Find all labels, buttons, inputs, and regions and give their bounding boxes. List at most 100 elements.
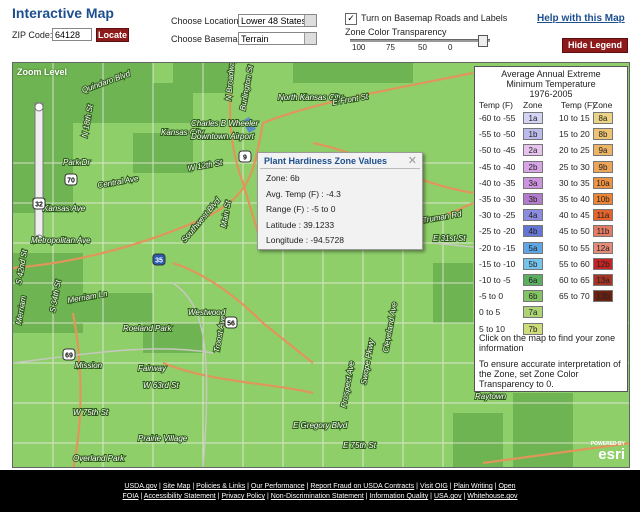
- shield-badge: [238, 150, 252, 163]
- popup-line: Avg. Temp (F) : -4.3: [266, 188, 341, 199]
- legend-temp: 25 to 30: [559, 161, 590, 172]
- footer-link[interactable]: Our Performance: [250, 483, 305, 490]
- roads-checkbox-label: Turn on Basemap Roads and Labels: [361, 13, 508, 23]
- shield-number: 69: [65, 353, 73, 360]
- transparency-tick: 50: [418, 43, 427, 52]
- footer-link[interactable]: Whitehouse.gov: [467, 493, 518, 500]
- route-shield: 69: [62, 348, 76, 361]
- legend-temp: -10 to -5: [479, 275, 511, 285]
- transparency-track: [350, 39, 490, 42]
- zone-swatch: 8b: [593, 128, 613, 141]
- separator: |: [428, 493, 434, 500]
- shield-badge: [152, 253, 166, 266]
- zone-swatch: 11a: [593, 209, 613, 222]
- map-label: Downtown Airport: [191, 132, 255, 141]
- location-select[interactable]: Lower 48 States: [238, 14, 317, 27]
- footer-link[interactable]: Information Quality: [369, 493, 429, 500]
- footer-link-row: USDA.gov | Site Map | Policies & Links |…: [0, 483, 640, 490]
- legend-temp: -35 to -30: [479, 194, 516, 204]
- footer-link-row: FOIA | Accessibility Statement | Privacy…: [0, 493, 640, 500]
- footer: USDA.gov | Site Map | Policies & Links |…: [0, 470, 640, 512]
- zone-popup: Plant Hardiness Zone Values ✕ Zone: 6b Av…: [257, 152, 423, 250]
- footer-link[interactable]: USA.gov: [433, 493, 462, 500]
- basemap-label: Choose Basemap:: [171, 34, 246, 44]
- location-label: Choose Location:: [171, 16, 242, 26]
- hide-legend-button[interactable]: Hide Legend: [562, 38, 628, 53]
- zone-swatch: 5a: [523, 241, 543, 254]
- footer-link[interactable]: Open: [498, 483, 516, 490]
- map-label: Raytown: [475, 392, 507, 401]
- map-label: Fairway: [138, 364, 167, 373]
- legend-temp: 45 to 50: [559, 226, 590, 237]
- footer-link[interactable]: FOIA: [122, 493, 139, 500]
- popup-title: Plant Hardiness Zone Values: [264, 156, 388, 166]
- footer-link[interactable]: Non-Discrimination Statement: [270, 493, 364, 500]
- zone-swatch: 9a: [593, 144, 613, 157]
- map-label: W 63rd St: [143, 381, 179, 390]
- legend-temp: -5 to 0: [479, 291, 504, 302]
- zone-swatch: 11b: [593, 225, 613, 238]
- footer-link[interactable]: Report Fraud on USDA Contracts: [310, 483, 415, 490]
- shield-badge: [32, 197, 46, 210]
- legend-temp: -30 to -25: [479, 210, 516, 221]
- zone-swatch: 2b: [523, 160, 543, 173]
- separator: |: [363, 493, 370, 500]
- footer-link[interactable]: Visit OIG: [419, 483, 448, 490]
- footer-link[interactable]: Accessibility Statement: [143, 493, 216, 500]
- zone-swatch: 7b: [523, 322, 543, 335]
- roads-checkbox[interactable]: ✓: [345, 13, 357, 25]
- legend-header: Zone: [593, 100, 613, 110]
- zone-swatch: 9b: [593, 160, 613, 173]
- popup-close[interactable]: ✕: [407, 155, 417, 167]
- footer-link[interactable]: Plain Writing: [453, 483, 493, 490]
- locate-button[interactable]: Locate: [96, 28, 129, 42]
- zone-swatch: 12b: [593, 257, 613, 270]
- zone-swatch: 10a: [593, 176, 613, 189]
- footer-link[interactable]: Privacy Policy: [221, 493, 266, 500]
- shield-number: 56: [227, 321, 235, 328]
- zoom-slider[interactable]: [32, 102, 46, 244]
- map-label: E 75th St: [343, 441, 377, 450]
- shield-number: 70: [67, 178, 75, 185]
- legend-temp: -50 to -45: [479, 145, 516, 156]
- transparency-tick: 0: [448, 43, 453, 52]
- esri-logo: POWERED BY esri: [581, 441, 625, 465]
- zone-swatch: 4b: [523, 225, 543, 238]
- footer-link[interactable]: USDA.gov: [124, 483, 158, 490]
- footer-link[interactable]: Policies & Links: [196, 483, 246, 490]
- legend-temp: 5 to 10: [479, 323, 505, 334]
- map-label: Roeland Park: [123, 324, 172, 333]
- zone-swatch: 12a: [593, 241, 613, 254]
- legend-temp: 10 to 15: [559, 113, 590, 123]
- separator: |: [414, 483, 420, 490]
- legend-temp: -55 to -50: [479, 129, 516, 140]
- map-label: Kansas Ave: [43, 204, 86, 213]
- transparency-knob[interactable]: [478, 35, 488, 47]
- legend-note: Click on the map to find your zone infor…: [479, 333, 616, 353]
- route-shield: 9: [238, 150, 252, 163]
- zip-input[interactable]: 64128: [52, 28, 92, 41]
- basemap-select[interactable]: Terrain: [238, 32, 317, 45]
- separator: |: [245, 483, 251, 490]
- zoom-label: Zoom Level: [17, 67, 68, 77]
- zone-swatch: 13b: [593, 290, 613, 303]
- map-label: Westwood: [188, 308, 226, 317]
- legend-title: 1976-2005: [529, 89, 573, 99]
- legend: Average Annual Extreme Minimum Temperatur…: [474, 66, 628, 392]
- popup-pointer: [242, 116, 256, 134]
- popup-line: Longitude : -94.5728: [266, 235, 344, 245]
- legend-temp: 30 to 35: [559, 177, 590, 188]
- zone-swatch: 4a: [523, 209, 543, 222]
- legend-temp: 20 to 25: [559, 145, 590, 156]
- popup-divider: [260, 168, 420, 169]
- legend-temp: -45 to -40: [479, 161, 516, 172]
- footer-link[interactable]: Site Map: [162, 483, 191, 490]
- map-label: Charles B Wheeler: [191, 119, 258, 128]
- help-link[interactable]: Help with this Map: [537, 13, 625, 24]
- zone-swatch: 3a: [523, 176, 543, 189]
- map-label: E Gregory Blvd: [293, 421, 348, 430]
- page-title: Interactive Map: [12, 5, 114, 21]
- powered-by: POWERED BY: [590, 441, 625, 447]
- zone-swatch: 7a: [523, 306, 543, 319]
- transparency-tick: 100: [352, 43, 366, 52]
